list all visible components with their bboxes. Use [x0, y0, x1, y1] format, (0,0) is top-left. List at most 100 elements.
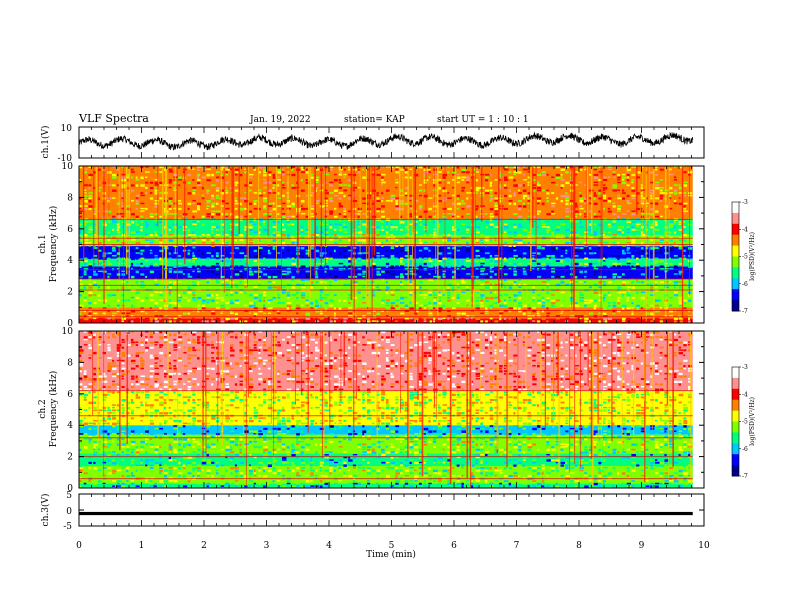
ch1-spectrogram-cell [593, 168, 597, 171]
ch1-spectrogram-cell [603, 189, 606, 191]
ch1-spectrogram-cell [225, 186, 228, 189]
ch1-spectrogram-cell [107, 257, 111, 260]
ch1-spectrogram-cell [456, 186, 460, 189]
ch1-spectrogram-cell [688, 281, 691, 284]
ch1-spectrogram-cell [97, 286, 101, 289]
ch1-spectrogram-cell [310, 226, 315, 228]
ch1-spectrogram-cell [121, 202, 124, 205]
ch1-spectrogram-cell [116, 189, 121, 192]
ch1-spectrogram-cell [409, 283, 413, 286]
ch1-spectrogram-cell [404, 176, 408, 179]
ch1-spectrogram-cell [130, 304, 134, 308]
ch1-spectrogram-cell [522, 273, 528, 275]
ch1-spectrogram-cell [447, 262, 450, 265]
ch1-spectrogram-cell [225, 171, 228, 174]
ch1-spectrogram-cell [541, 320, 545, 322]
ch1-spectrogram-cell [409, 291, 413, 294]
ch1-spectrogram-cell [215, 226, 220, 229]
ch1-spectrogram-cell [433, 320, 436, 323]
ch1-spectrogram-cell [159, 296, 164, 299]
ch1-spectrogram-cell [79, 294, 82, 297]
ch1-spectrogram-cell [631, 181, 634, 184]
ch1-spectrogram-cell [300, 179, 303, 182]
ch1-spectrogram-cell [536, 171, 540, 174]
ch1-spectrogram-cell [381, 226, 384, 228]
ch1-spectrogram-cell [640, 231, 644, 235]
ch1-spectrogram-cell [357, 173, 361, 176]
ch1-spectrogram-cell [489, 307, 492, 309]
ch1-spectrogram-cell [461, 186, 466, 189]
ch1-spectrogram-cell [522, 320, 525, 322]
ch1-spectrogram-cell [263, 220, 266, 223]
ch1-spectrogram-cell [428, 304, 433, 307]
ch1-spectrogram-cell [121, 192, 124, 195]
ch2-spectrogram-cell [83, 440, 89, 443]
ch1-spectrogram-cell [442, 317, 446, 320]
ch2-spectrogram-cell [88, 344, 91, 347]
ch2-spectrogram-cell [112, 333, 115, 336]
ch1-spectrogram-cell [673, 299, 678, 301]
ch1-spectrogram-cell [93, 173, 98, 177]
ch2-spectrogram-cell [79, 378, 83, 381]
ch1-spectrogram-cell [532, 200, 536, 202]
colorbar-step [732, 236, 739, 239]
ch1-spectrogram-cell [527, 234, 530, 237]
ch1-spectrogram-cell [381, 312, 385, 315]
ch2-spectrogram-cell [121, 362, 125, 365]
ch1-spectrogram-cell [248, 312, 251, 314]
ch1-spectrogram-cell [362, 249, 366, 252]
ch1-spectrogram-cell [659, 296, 664, 299]
ch1-spectrogram-cell [385, 213, 389, 215]
ch1-spectrogram-cell [102, 270, 107, 273]
ch1-spectrogram-cell [135, 270, 139, 274]
ch1-spectrogram-cell [291, 262, 297, 266]
ch1-spectrogram-cell [145, 189, 148, 192]
ch1-spectrogram-cell [348, 275, 352, 278]
ch1-spectrogram-cell [272, 173, 276, 177]
ch1-spectrogram-cell [527, 231, 532, 234]
ch1-spectrogram-cell [248, 270, 253, 273]
ch1-spectrogram-cell [390, 265, 395, 268]
ch2-spectrogram-cell [121, 456, 125, 458]
ch1-spectrogram-cell [338, 184, 343, 186]
ch1-spectrogram-cell [494, 302, 498, 304]
ch1-spectrogram-cell [584, 257, 589, 260]
ch1-spectrogram-cell [433, 236, 437, 239]
ch1-spectrogram-cell [140, 273, 145, 276]
ch1-spectrogram-cell [466, 173, 469, 177]
ch1-spectrogram-cell [239, 194, 244, 197]
ch2-spectrogram-cell [79, 385, 82, 389]
ch1-spectrogram-cell [494, 252, 498, 254]
ch1-spectrogram-cell [574, 220, 579, 223]
ch1-spectrogram-cell [518, 304, 522, 307]
ch1-spectrogram-cell [593, 299, 598, 302]
ch1-spectrogram-cell [215, 249, 219, 252]
ch1-spectrogram-cell [584, 317, 589, 320]
ch1-spectrogram-cell [215, 228, 219, 231]
ch1-spectrogram-cell [546, 228, 551, 232]
ch1-spectrogram-cell [395, 166, 400, 169]
ch1-spectrogram-cell [551, 275, 555, 278]
ch1-spectrogram-cell [371, 202, 374, 205]
ch1-spectrogram-cell [239, 168, 243, 171]
ch1-spectrogram-cell [654, 173, 658, 176]
ch1-spectrogram-cell [466, 189, 470, 193]
ch1-spectrogram-cell [376, 234, 380, 237]
ch1-spectrogram-cell [300, 294, 306, 297]
ch1-spectrogram-cell [522, 179, 527, 181]
ch1-spectrogram-cell [267, 286, 273, 289]
ch1-spectrogram-cell [626, 179, 630, 182]
ch1-spectrogram-cell [447, 286, 450, 289]
ch1-spectrogram-cell [248, 189, 252, 192]
ch1-spectrogram-cell [376, 192, 379, 195]
ch1-spectrogram-cell [225, 302, 230, 305]
ch1-spectrogram-cell [215, 215, 218, 218]
ch1-spectrogram-cell [673, 265, 678, 268]
ch1-spectrogram-cell [329, 320, 333, 323]
ch1-spectrogram-cell [612, 241, 616, 244]
ch1-spectrogram-cell [381, 283, 385, 286]
ch1-spectrogram-cell [116, 260, 120, 262]
ch1-spectrogram-cell [130, 168, 134, 171]
ch1-spectrogram-cell [234, 215, 240, 219]
